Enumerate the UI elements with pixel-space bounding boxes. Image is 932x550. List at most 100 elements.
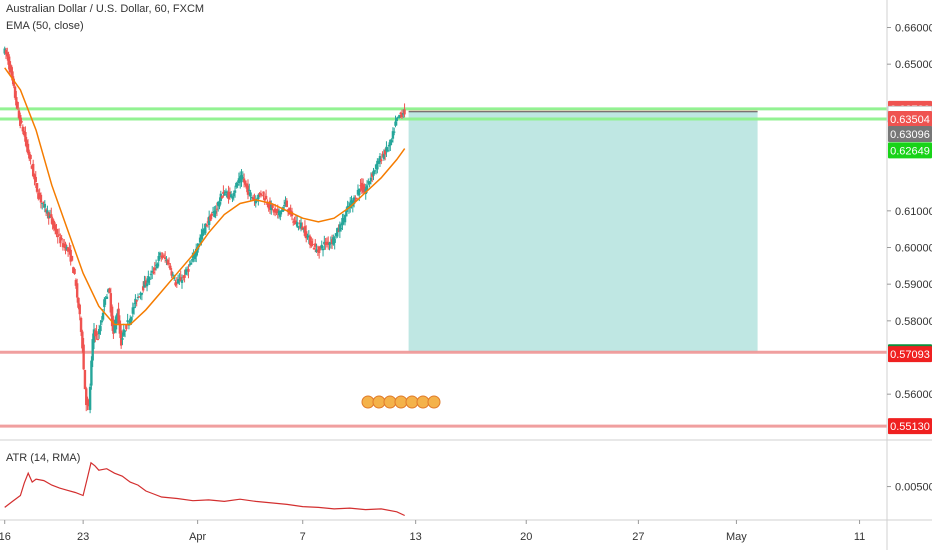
- candle-body: [152, 271, 155, 273]
- candle-body: [382, 154, 386, 159]
- candle-body: [107, 289, 110, 293]
- candle-body: [99, 325, 102, 332]
- candle-body: [103, 299, 106, 308]
- candle-body: [170, 271, 173, 276]
- candle-body: [312, 248, 316, 250]
- x-tick-label: 16: [0, 531, 11, 543]
- candle-body: [188, 264, 191, 266]
- candle-body: [298, 222, 301, 224]
- candle-body: [91, 339, 94, 361]
- candle-body: [289, 210, 292, 212]
- candle-body: [295, 222, 299, 227]
- take-profit-zone: [408, 111, 758, 353]
- candle-body: [236, 184, 239, 186]
- candle-body: [123, 330, 127, 332]
- candle-body: [51, 218, 54, 225]
- candle-body: [279, 210, 282, 217]
- price-label-box: [888, 125, 932, 142]
- x-tick-label: Apr: [189, 531, 206, 543]
- candle-body: [110, 306, 114, 327]
- candle-body: [229, 194, 233, 198]
- candle-body: [308, 236, 312, 245]
- candle-body: [165, 259, 168, 261]
- price-labels: 0.637800.637010.635040.630960.626490.571…: [887, 100, 932, 435]
- candle-body: [276, 209, 279, 214]
- candle-body: [284, 201, 287, 205]
- candle-body: [46, 210, 49, 214]
- candle-body: [329, 242, 333, 244]
- candle-body: [399, 112, 402, 115]
- candle-body: [195, 248, 198, 257]
- candle-body: [69, 249, 72, 262]
- candle-body: [37, 193, 40, 199]
- candle-body: [178, 279, 181, 282]
- candle-body: [372, 170, 375, 176]
- candle-body: [349, 203, 352, 209]
- candle-body: [316, 250, 320, 252]
- candle-body: [325, 241, 329, 243]
- candle-body: [223, 193, 226, 196]
- candle-body: [129, 318, 132, 324]
- event-flag-icon: [405, 395, 419, 409]
- candle-body: [88, 386, 92, 410]
- candle-body: [218, 201, 221, 207]
- candle-body: [30, 165, 34, 169]
- candle-body: [224, 191, 228, 193]
- candle-body: [390, 140, 393, 143]
- candle-body: [350, 200, 353, 203]
- candle-body: [358, 188, 361, 196]
- ema-line: [4, 67, 406, 326]
- candle-body: [12, 78, 15, 86]
- atr-legend: ATR (14, RMA): [6, 452, 81, 464]
- candle-body: [100, 320, 103, 323]
- y-tick-label: 0.66000: [895, 23, 932, 35]
- candle-body: [7, 54, 10, 65]
- event-flag-icon: [394, 395, 408, 409]
- candle-body: [232, 192, 235, 197]
- candle-body: [360, 182, 364, 191]
- candle-body: [359, 185, 362, 187]
- candle-body: [280, 210, 283, 212]
- candle-body: [74, 279, 78, 286]
- candle-body: [131, 307, 135, 314]
- candle-body: [248, 189, 251, 191]
- candle-body: [268, 200, 272, 210]
- candle-body: [169, 265, 172, 270]
- position-zones: [408, 108, 758, 353]
- candle-body: [19, 114, 22, 126]
- candle-body: [330, 239, 334, 244]
- price-label-text: 0.63504: [890, 114, 930, 126]
- candle-body: [217, 201, 220, 206]
- candle-body: [394, 121, 397, 126]
- candle-body: [301, 226, 304, 230]
- candle-body: [97, 329, 101, 335]
- candle-body: [92, 329, 96, 343]
- candle-body: [39, 194, 43, 203]
- candle-body: [28, 151, 31, 159]
- candle-body: [343, 215, 347, 223]
- candle-body: [270, 204, 273, 211]
- candle-body: [341, 217, 344, 226]
- y-tick-label: 0.59000: [895, 279, 932, 291]
- candle-body: [184, 269, 188, 275]
- candle-body: [244, 180, 247, 185]
- candle-body: [63, 243, 66, 246]
- x-tick-label: 20: [520, 531, 532, 543]
- candle-body: [285, 200, 289, 207]
- candle-body: [125, 324, 128, 330]
- candle-body: [113, 323, 116, 333]
- candle-body: [201, 229, 204, 236]
- candle-body: [363, 186, 366, 193]
- candle-body: [227, 191, 230, 199]
- candle-body: [83, 369, 87, 390]
- candle-body: [183, 275, 186, 278]
- candle-body: [213, 211, 216, 217]
- candle-body: [59, 236, 62, 244]
- price-label-text: 0.55130: [890, 421, 930, 433]
- candle-body: [306, 235, 309, 237]
- candle-body: [31, 163, 35, 177]
- candle-body: [333, 238, 336, 243]
- candle-body: [294, 220, 298, 225]
- candle-body: [387, 144, 391, 147]
- candle-body: [200, 234, 203, 240]
